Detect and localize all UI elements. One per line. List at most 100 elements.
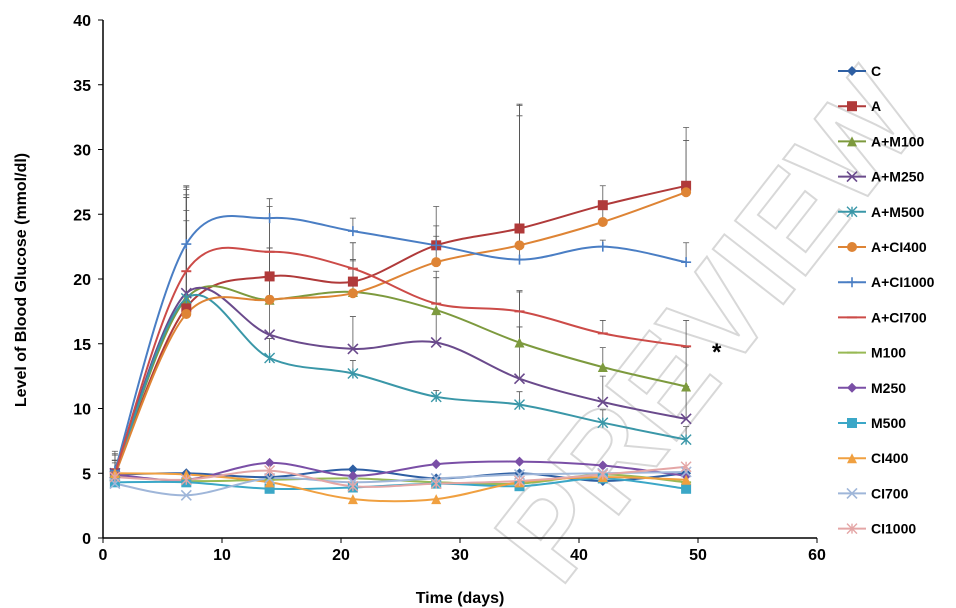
- legend-item-a-m100: A+M100: [838, 133, 925, 149]
- data-point-a-m250: [597, 396, 609, 408]
- significance-annotation: *: [712, 339, 722, 366]
- series-line-a-ci700: [113, 246, 687, 474]
- data-point-a-ci400: [264, 294, 275, 305]
- legend-marker: [847, 101, 857, 112]
- data-point-a-m500: [264, 352, 276, 364]
- data-point-a-ci1000: [431, 240, 442, 251]
- data-point-a-ci1000: [347, 226, 358, 237]
- error-bar-a-ci700: [433, 277, 440, 304]
- legend-marker: [847, 136, 857, 147]
- series-markers: [109, 180, 692, 505]
- data-point-a-ci400: [431, 257, 442, 268]
- x-tick-label: 30: [451, 547, 469, 564]
- data-point-m250: [264, 457, 275, 468]
- y-tick-label: 10: [73, 402, 91, 419]
- x-tick-label: 50: [689, 547, 707, 564]
- data-point-a-m250: [430, 336, 442, 349]
- data-point-a-ci400: [597, 217, 608, 228]
- axes: [98, 19, 818, 543]
- data-point-a-m250: [513, 373, 526, 385]
- legend-item-c: C: [838, 63, 881, 79]
- error-bar-a-m250: [349, 316, 356, 349]
- legend-label: A+CI1000: [871, 274, 935, 290]
- error-bar-a-m250: [516, 326, 523, 379]
- legend-label: A+M100: [871, 133, 925, 149]
- legend-marker: [846, 206, 858, 218]
- y-tick-labels: 0 5 10 15 20 25 30 35 40: [73, 13, 91, 548]
- data-point-ci1000: [109, 471, 121, 483]
- series-line-ci1000: [114, 465, 687, 488]
- legend-item-ci700: CI700: [838, 485, 909, 501]
- legend-marker: [847, 277, 857, 288]
- y-tick-label: 40: [73, 13, 91, 30]
- legend-label: M250: [871, 380, 906, 396]
- legend-marker: [847, 418, 857, 428]
- legend-item-a: A: [838, 98, 881, 114]
- data-point-a-m100: [597, 362, 608, 373]
- error-bar-a-m100: [683, 347, 690, 387]
- legend-item-m100: M100: [838, 345, 906, 361]
- y-tick-label: 0: [82, 531, 91, 548]
- data-point-a-ci1000: [181, 239, 192, 250]
- data-point-a-ci1000: [597, 241, 608, 252]
- data-point-a-m250: [680, 413, 692, 425]
- data-point-ci700: [680, 466, 692, 478]
- y-tick-label: 25: [73, 207, 91, 224]
- data-point-a-m500: [180, 292, 192, 304]
- data-point-a-m500: [680, 434, 692, 446]
- legend-marker: [846, 523, 858, 535]
- series-line-c: [114, 468, 687, 483]
- y-axis-title: Level of Blood Glucose (mmol/dl): [13, 153, 30, 407]
- data-point-ci1000: [680, 461, 692, 473]
- data-point-ci1000: [514, 475, 525, 487]
- series-line-ci400: [114, 472, 687, 503]
- legend: C A A+M100 A+M250 A+M500 A+CI400 A+CI1000 A+CI7…: [838, 63, 935, 537]
- data-point-a-m250: [347, 343, 359, 355]
- data-point-ci400: [431, 494, 442, 505]
- data-point-a: [514, 223, 525, 234]
- legend-item-m250: M250: [838, 380, 906, 396]
- data-point-ci1000: [597, 469, 609, 481]
- error-bar-a-ci700: [683, 320, 690, 347]
- data-point-ci1000: [430, 478, 442, 490]
- data-point-ci700: [180, 489, 192, 501]
- data-point-a-m500: [430, 391, 442, 403]
- data-point-ci400: [681, 474, 692, 485]
- data-point-ci400: [264, 477, 275, 488]
- legend-label: CI1000: [871, 521, 916, 537]
- x-tick-labels: 0 10 20 30 40 50 60: [99, 547, 826, 564]
- x-tick-label: 40: [570, 547, 588, 564]
- data-point-a-ci1000: [681, 257, 692, 268]
- legend-marker: [847, 242, 857, 252]
- data-point-a-ci400: [681, 187, 692, 198]
- legend-label: CI700: [871, 485, 909, 501]
- x-tick-label: 20: [332, 547, 350, 564]
- data-point-a: [264, 271, 275, 282]
- legend-item-a-m250: A+M250: [838, 169, 925, 185]
- error-bar-a-ci700: [516, 291, 523, 312]
- data-point-c: [347, 464, 358, 475]
- data-point-a-m500: [597, 417, 609, 429]
- legend-label: M100: [871, 345, 906, 361]
- legend-item-a-ci1000: A+CI1000: [838, 274, 935, 290]
- legend-label: A+M500: [871, 204, 925, 220]
- legend-marker: [847, 453, 857, 464]
- legend-label: A+CI400: [871, 239, 927, 255]
- x-axis-title: Time (days): [416, 590, 505, 607]
- error-bars: [111, 103, 690, 476]
- data-point-a-m100: [514, 337, 525, 348]
- legend-marker: [846, 171, 858, 183]
- data-point-a-ci400: [347, 288, 358, 299]
- error-bar-a-ci700: [599, 320, 606, 334]
- data-point-a: [597, 200, 608, 211]
- data-point-a-m500: [514, 399, 525, 411]
- data-point-m250: [514, 456, 525, 467]
- data-point-m500: [681, 483, 692, 494]
- legend-item-ci400: CI400: [838, 450, 909, 466]
- legend-label: A+CI700: [871, 309, 927, 325]
- data-point-m250: [431, 459, 442, 470]
- legend-label: M500: [871, 415, 906, 431]
- series-line-ci700: [114, 471, 687, 497]
- legend-item-a-m500: A+M500: [838, 204, 925, 220]
